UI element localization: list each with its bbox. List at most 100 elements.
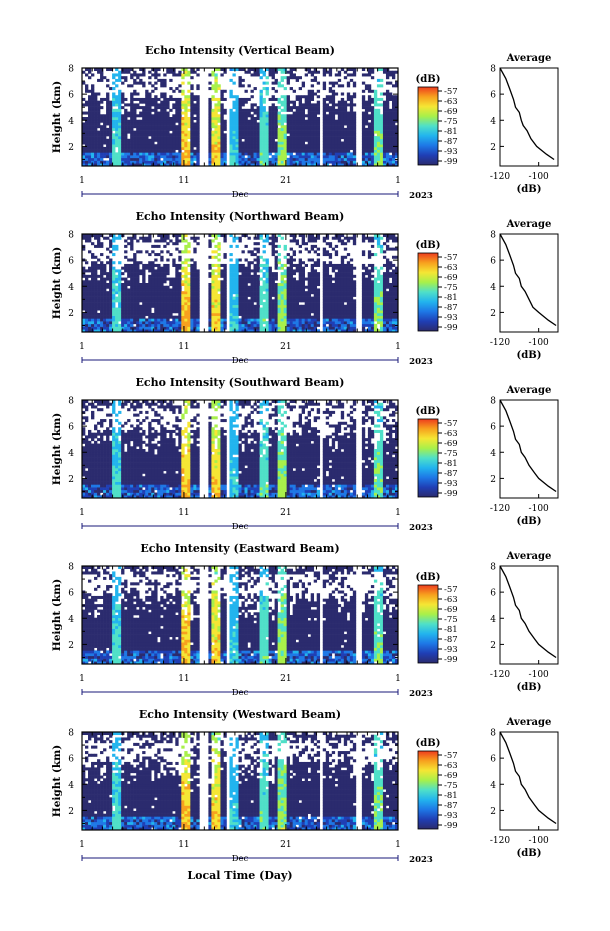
heatmap-cell [376,78,381,82]
heatmap-cell [109,125,113,129]
heatmap-cell [82,160,86,164]
heatmap-cell [265,280,269,284]
heatmap-cell [391,111,396,115]
heatmap-cell [196,95,200,99]
heatmap-cell [100,315,104,319]
heatmap-cell [250,280,254,284]
heatmap-cell [160,285,164,289]
heatmap-cell [208,106,212,110]
heatmap-cell [250,95,254,99]
heatmap-cell [289,114,293,118]
heatmap-cell [187,326,191,330]
heatmap-cell [121,152,125,156]
heatmap-cell [268,307,272,311]
heatmap-cell [316,70,321,74]
heatmap-cell [328,288,333,292]
heatmap-cell [340,97,345,101]
heatmap-cell [91,133,95,137]
heatmap-cell [298,274,302,278]
heatmap-cell [250,117,254,121]
heatmap-cell [193,269,197,273]
heatmap-cell [166,263,170,267]
heatmap-cell [190,100,194,104]
heatmap-cell [172,146,176,150]
heatmap-cell [163,160,167,164]
heatmap-cell [145,163,149,167]
heatmap-cell [286,127,290,131]
heatmap-cell [391,144,396,148]
heatmap-cell [127,318,131,322]
heatmap-cell [91,312,95,316]
heatmap-cell [271,87,275,91]
heatmap-cell [298,146,302,150]
heatmap-cell [238,144,242,148]
colorbar-tick-label: -81 [444,127,458,137]
heatmap-cell [301,304,306,308]
heatmap-cell [151,127,155,131]
heatmap-cell [343,106,348,110]
heatmap-cell [97,299,101,303]
heatmap-cell [148,97,152,101]
heatmap-cell [337,106,342,110]
heatmap-cell [310,160,315,164]
heatmap-cell [325,263,330,267]
heatmap-cell [148,312,152,316]
heatmap-cell [367,157,372,161]
colorbar-tick-label: -69 [444,107,458,117]
heatmap-cell [193,296,197,300]
heatmap-cell [295,307,299,311]
heatmap-cell [304,73,309,77]
heatmap-cell [322,87,327,91]
heatmap-cell [103,321,107,325]
heatmap-cell [166,144,170,148]
heatmap-cell [307,122,312,126]
heatmap-cell [241,84,245,88]
heatmap-cell [151,100,155,104]
heatmap-cell [349,78,354,82]
heatmap-cell [259,157,263,161]
heatmap-cell [313,163,318,167]
heatmap-cell [256,157,260,161]
heatmap-cell [292,236,296,240]
heatmap-cell [142,321,146,325]
heatmap-cell [256,247,260,251]
heatmap-cell [88,146,92,150]
heatmap-cell [292,269,296,273]
heatmap-cell [142,266,146,270]
heatmap-cell [97,157,101,161]
heatmap-cell [289,119,293,123]
heatmap-cell [244,307,248,311]
heatmap-cell [325,108,330,112]
heatmap-cell [214,285,218,289]
heatmap-cell [127,315,131,319]
heatmap-cell [316,272,321,276]
heatmap-cell [178,160,182,164]
heatmap-cell [100,263,104,267]
heatmap-cell [214,323,218,327]
heatmap-cell [271,149,275,153]
heatmap-cell [334,136,339,140]
heatmap-cell [259,125,263,129]
heatmap-cell [361,97,366,101]
heatmap-cell [247,136,251,140]
heatmap-cell [376,146,381,150]
heatmap-cell [220,299,224,303]
heatmap-cell [340,68,345,72]
heatmap-cell [214,307,218,311]
heatmap-cell [166,296,170,300]
heatmap-cell [94,138,98,142]
heatmap-cell [295,315,299,319]
heatmap-cell [157,244,161,248]
heatmap-cell [82,236,86,240]
heatmap-cell [178,234,182,238]
heatmap-cell [331,283,336,287]
heatmap-cell [85,291,89,295]
heatmap-cell [394,119,399,123]
heatmap-cell [193,70,197,74]
heatmap-cell [271,146,275,150]
heatmap-cell [244,144,248,148]
heatmap-cell [286,125,290,129]
heatmap-cell [160,111,164,115]
heatmap-cell [220,89,224,93]
heatmap-cell [289,302,293,306]
